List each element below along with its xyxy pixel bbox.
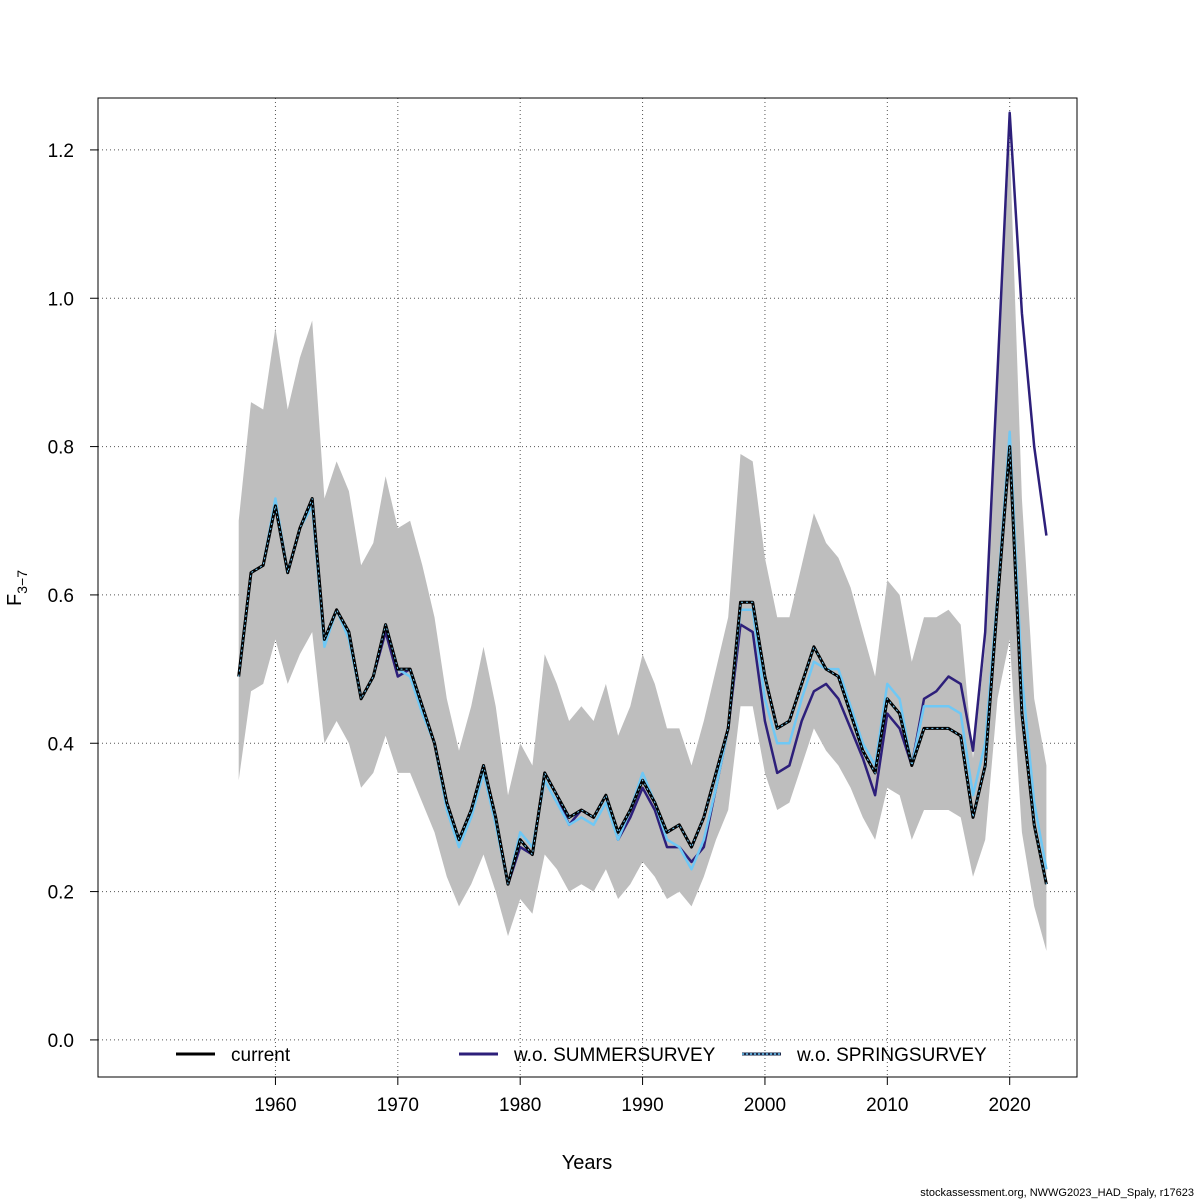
y-axis-title: F3−7 (4, 570, 30, 606)
y-axis: 0.0 0.2 0.4 0.6 0.8 1.0 1.2 (48, 141, 98, 1052)
x-tick-label: 2000 (744, 1095, 786, 1116)
x-axis-title: Years (562, 1152, 612, 1174)
svg-text:F3−7: F3−7 (4, 570, 30, 606)
y-tick-label: 1.2 (48, 141, 74, 162)
x-axis: 1960 1970 1980 1990 2000 2010 2020 (254, 1076, 1031, 1116)
x-tick-label: 1980 (499, 1095, 541, 1116)
x-tick-label: 2020 (989, 1095, 1031, 1116)
series-group (237, 111, 1048, 886)
series-line-current-dotted-overlay (238, 446, 1047, 885)
confidence-band (238, 142, 1047, 951)
legend: current w.o. SUMMERSURVEY w.o. SPRINGSURVE… (176, 1045, 987, 1066)
x-tick-label: 1960 (254, 1095, 296, 1116)
footer-credit: stockassessment.org, NWWG2023_HAD_Spaly,… (920, 1187, 1194, 1199)
y-axis-title-main: F (4, 594, 26, 606)
y-axis-title-subscript: 3−7 (14, 570, 30, 594)
x-tick-label: 1990 (621, 1095, 663, 1116)
legend-label-current: current (231, 1045, 291, 1066)
y-tick-label: 1.0 (48, 289, 74, 310)
legend-label-w-o-springsurvey: w.o. SPRINGSURVEY (796, 1045, 987, 1066)
confidence-band-group (238, 142, 1047, 951)
y-tick-label: 0.6 (48, 586, 74, 607)
y-tick-label: 0.8 (48, 438, 74, 459)
x-tick-label: 1970 (377, 1095, 419, 1116)
x-tick-label: 2010 (866, 1095, 908, 1116)
y-tick-label: 0.4 (48, 734, 75, 755)
y-tick-label: 0.0 (48, 1031, 74, 1052)
legend-label-w-o-summersurvey: w.o. SUMMERSURVEY (513, 1045, 716, 1066)
y-tick-label: 0.2 (48, 883, 74, 904)
